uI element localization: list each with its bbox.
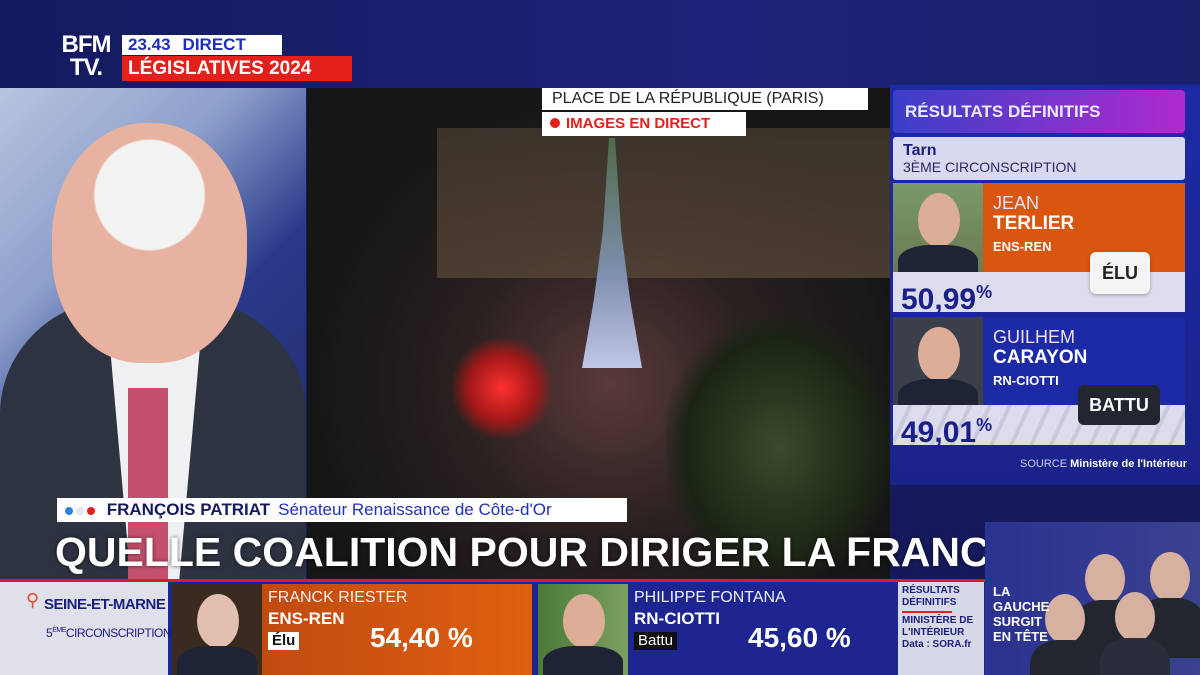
- live-tag-text: IMAGES EN DIRECT: [566, 115, 711, 132]
- body: [177, 646, 257, 675]
- candidate-party: ENS-REN: [993, 239, 1052, 254]
- department-name: Tarn: [903, 142, 937, 159]
- face: [918, 327, 960, 381]
- white-dot-icon: [76, 507, 84, 515]
- source-title: DÉFINITIFS: [902, 597, 957, 608]
- face: [918, 193, 960, 247]
- ticker-candidate-name: PHILIPPE FONTANA: [634, 589, 786, 606]
- live-dot-icon: [550, 118, 560, 128]
- candidate-party: RN-CIOTTI: [993, 373, 1059, 388]
- candidate-photo: [172, 584, 262, 675]
- guest-role: Sénateur Renaissance de Côte-d'Or: [278, 500, 552, 519]
- constituency-number: 5: [46, 626, 53, 640]
- body: [898, 245, 978, 272]
- ticker-candidate-party: ENS-REN: [268, 609, 345, 628]
- source-credit: SOURCE Ministère de l'Intérieur: [1020, 458, 1187, 470]
- face: [197, 594, 239, 648]
- ticker-status: Battu: [634, 632, 678, 650]
- red-dot-icon: [87, 507, 95, 515]
- body: [898, 379, 978, 406]
- source-label: SOURCE: [1020, 458, 1068, 470]
- candidate-photo: [538, 584, 628, 675]
- person-face: [1150, 552, 1190, 602]
- ticker-percent: 45,60 %: [748, 622, 851, 653]
- blue-dot-icon: [65, 507, 73, 515]
- ticker-percent: 54,40 %: [370, 622, 473, 653]
- source-name: MINISTÈRE DE: [902, 615, 974, 626]
- location-pin-icon: ⚲: [26, 590, 40, 610]
- constituency-name: 3ÈME CIRCONSCRIPTION: [903, 159, 1077, 175]
- divider: [902, 611, 952, 613]
- guest-tie: [128, 388, 168, 582]
- source-name: L'INTÉRIEUR: [902, 627, 965, 638]
- program-title: LÉGISLATIVES 2024: [122, 56, 352, 81]
- results-ticker: ⚲ SEINE-ET-MARNE 5ÈMECIRCONSCRIPTION FRA…: [0, 582, 985, 675]
- ticker-candidate: FRANCK RIESTER ENS-REN Élu 54,40 %: [262, 584, 532, 675]
- logo-line1: BFM: [61, 31, 112, 58]
- ticker-source: RÉSULTATS DÉFINITIFS MINISTÈRE DE L'INTÉ…: [898, 582, 984, 675]
- person-face: [1045, 594, 1085, 644]
- red-flare: [447, 338, 557, 438]
- studio-camera-feed: [0, 88, 306, 582]
- ticker-candidate-name: FRANCK RIESTER: [268, 589, 408, 606]
- trees: [667, 318, 890, 578]
- data-credit: Data : SORA.fr: [902, 639, 972, 650]
- location-caption: PLACE DE LA RÉPUBLIQUE (PARIS): [542, 88, 868, 110]
- ticker-constituency-label: 5ÈMECIRCONSCRIPTION: [46, 626, 172, 640]
- candidate-photo: [893, 183, 983, 272]
- body: [543, 646, 623, 675]
- promo-panel: LA GAUCHE SURGIT EN TÊTE: [985, 522, 1200, 675]
- percent-sign: %: [976, 415, 993, 435]
- person-face: [1085, 554, 1125, 604]
- live-images-tag: IMAGES EN DIRECT: [542, 112, 746, 136]
- source-name: Ministère de l'Intérieur: [1070, 458, 1188, 470]
- ticker-department: SEINE-ET-MARNE: [44, 596, 166, 613]
- time-live-badge: 23.43 DIRECT: [122, 35, 282, 55]
- results-panel: RÉSULTATS DÉFINITIFS Tarn 3ÈME CIRCONSCR…: [890, 85, 1200, 485]
- percent-value: 49,01: [901, 416, 977, 449]
- percent-sign: %: [976, 282, 993, 302]
- ticker-candidate: PHILIPPE FONTANA RN-CIOTTI Battu 45,60 %: [628, 584, 895, 675]
- guest-name-strip: FRANÇOIS PATRIAT Sénateur Renaissance de …: [57, 498, 627, 522]
- bfmtv-logo: BFM TV.: [55, 33, 117, 83]
- candidate-first-name: JEAN: [993, 193, 1040, 213]
- defeated-badge: BATTU: [1078, 385, 1160, 425]
- candidate-last-name: CARAYON: [993, 347, 1088, 368]
- person-body: [1100, 638, 1170, 675]
- candidate-card: JEAN TERLIER ENS-REN: [983, 183, 1185, 272]
- percent-value: 50,99: [901, 283, 977, 316]
- ticker-status: Élu: [268, 632, 300, 650]
- face: [563, 594, 605, 648]
- candidate-photo: [893, 317, 983, 406]
- constituency-word: CIRCONSCRIPTION: [65, 626, 172, 640]
- ticker-candidate-party: RN-CIOTTI: [634, 609, 720, 628]
- logo-line2: TV.: [69, 54, 103, 81]
- candidate-last-name: TERLIER: [993, 213, 1075, 234]
- person-face: [1115, 592, 1155, 642]
- source-title: RÉSULTATS: [902, 585, 960, 596]
- divider: [0, 579, 985, 582]
- candidate-first-name: GUILHEM: [993, 327, 1076, 347]
- clock-time: 23.43: [128, 35, 171, 54]
- results-title: RÉSULTATS DÉFINITIFS: [893, 90, 1185, 133]
- headline: QUELLE COALITION POUR DIRIGER LA FRANCE …: [55, 529, 1054, 575]
- elected-badge: ÉLU: [1090, 252, 1150, 294]
- person-body: [1030, 640, 1100, 675]
- guest-name: FRANÇOIS PATRIAT: [106, 500, 271, 519]
- live-label: DIRECT: [182, 35, 246, 54]
- buildings: [437, 128, 890, 278]
- promo-text: LA GAUCHE SURGIT EN TÊTE: [993, 584, 1050, 644]
- constituency-suffix: ÈME: [52, 627, 66, 634]
- ticker-constituency: ⚲ SEINE-ET-MARNE 5ÈMECIRCONSCRIPTION: [0, 582, 172, 675]
- constituency-box: Tarn 3ÈME CIRCONSCRIPTION: [893, 137, 1185, 180]
- guest-head: [52, 123, 247, 363]
